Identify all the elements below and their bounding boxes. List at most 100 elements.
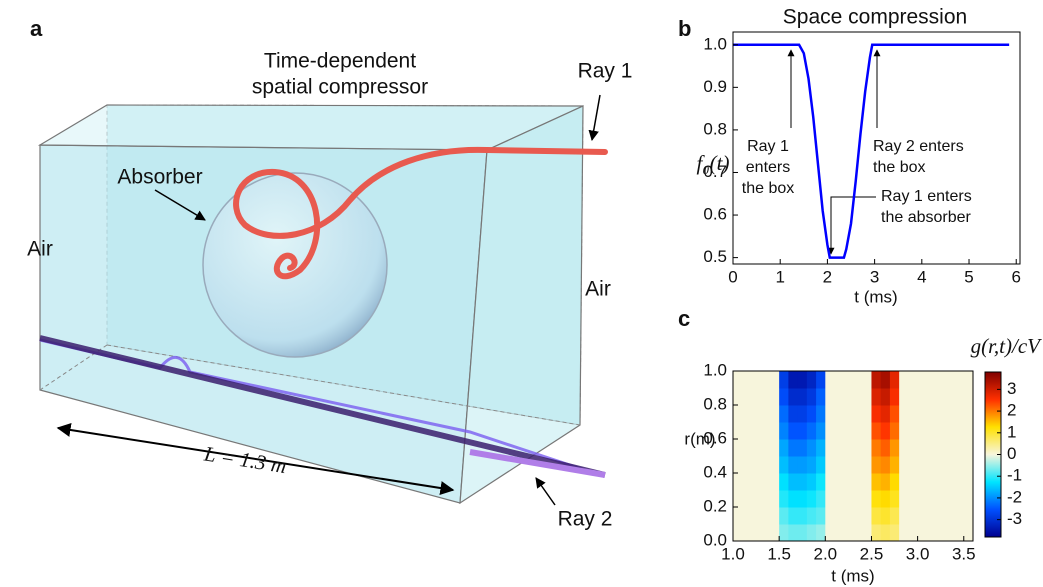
heatmap-cell (733, 524, 780, 542)
heatmap-cell (733, 422, 780, 440)
heatmap-cell (899, 405, 974, 423)
heatmap-cell (816, 439, 826, 457)
heatmap-cell (779, 490, 789, 508)
heatmap-cell (825, 405, 872, 423)
heatmap-cell (889, 439, 900, 457)
x-tick-label: 2 (823, 267, 832, 286)
panel-letter: b (678, 16, 691, 41)
heatmap-cell (733, 490, 780, 508)
heatmap-cell (797, 473, 808, 491)
y-tick-label: 1.0 (703, 360, 727, 379)
x-tick-label: 4 (917, 267, 926, 286)
y-tick-label: 0.9 (703, 77, 727, 96)
label: Air (585, 278, 611, 301)
heatmap-cell (816, 456, 826, 474)
heatmap-cell (871, 524, 882, 542)
heatmap-cell (899, 371, 974, 389)
colorbar-tick-label: -2 (1007, 487, 1022, 506)
label: Ray 2 (558, 508, 613, 531)
heatmap-cell (889, 524, 900, 542)
y-axis-label: r(m) (684, 429, 715, 448)
y-tick-label: 0.4 (703, 462, 727, 481)
heatmap-cell (880, 473, 891, 491)
heatmap-cell (779, 405, 789, 423)
y-tick-label: 0.8 (703, 394, 727, 413)
y-tick-label: 0.7 (703, 162, 727, 181)
heatmap-cell (806, 524, 817, 542)
heatmap-cell (825, 490, 872, 508)
heatmap-cell (733, 439, 780, 457)
illustration (37, 94, 608, 506)
heatmap-cell (806, 405, 817, 423)
heatmap-cell (816, 473, 826, 491)
heatmap-cell (797, 371, 808, 389)
plot-frame (732, 370, 974, 542)
heatmap-cell (889, 371, 900, 389)
chart-title: Space compression (783, 6, 967, 29)
heatmap-cell (899, 524, 974, 542)
heatmap-cell (816, 422, 826, 440)
heatmap-cell (871, 456, 882, 474)
heatmap-cell (899, 422, 974, 440)
heatmap-cell (825, 524, 872, 542)
heatmap-cell (779, 473, 789, 491)
colorbar-tick-label: 0 (1007, 444, 1016, 463)
heatmap-cell (779, 422, 789, 440)
heatmap-cell (880, 456, 891, 474)
x-tick-label: 1.5 (767, 544, 791, 563)
heatmap-cell (871, 507, 882, 525)
heatmap-cell (825, 422, 872, 440)
heatmap-cell (880, 507, 891, 525)
heatmap-cell (779, 507, 789, 525)
heatmap-cell (871, 371, 882, 389)
annotation: the box (742, 180, 794, 197)
heatmap-cell (825, 473, 872, 491)
x-tick-label: 0 (728, 267, 737, 286)
heatmap-cell (806, 371, 817, 389)
colorbar-tick-label: -1 (1007, 466, 1022, 485)
colorbar-tick-label: -3 (1007, 509, 1022, 528)
heatmap-cell (825, 439, 872, 457)
heatmap-cell (889, 456, 900, 474)
heatmap-cell (880, 371, 891, 389)
heatmap-cell (797, 422, 808, 440)
x-tick-label: 2.5 (860, 544, 884, 563)
heatmap-cell (806, 422, 817, 440)
annotation-arrow (827, 196, 876, 255)
annotation: the absorber (881, 209, 972, 226)
heatmap-cell (880, 388, 891, 406)
heatmap-cell (733, 507, 780, 525)
heatmap-cell (889, 405, 900, 423)
line (733, 43, 1010, 259)
y-tick-label: 0.6 (703, 428, 727, 447)
x-tick-label: 3.5 (952, 544, 976, 563)
heatmap-cell (733, 456, 780, 474)
x-tick-label: 1 (775, 267, 784, 286)
heatmap-cell (816, 507, 826, 525)
plot-frame (732, 31, 1021, 265)
x-tick-label: 5 (964, 267, 973, 286)
heatmap-cell (788, 439, 799, 457)
colorbar-tick-label: 3 (1007, 379, 1016, 398)
heatmap-cell (880, 524, 891, 542)
heatmap-cell (779, 524, 789, 542)
heatmap-cell (779, 388, 789, 406)
heatmap-cell (806, 473, 817, 491)
heatmap-cell (788, 405, 799, 423)
heatmap-cell (899, 388, 974, 406)
panel-letter: a (30, 16, 43, 41)
heatmap-cell (788, 524, 799, 542)
heatmap-cell (871, 405, 882, 423)
colorbar-tick-label: 1 (1007, 422, 1016, 441)
heatmap-cell (816, 405, 826, 423)
panel-letter: c (678, 306, 690, 331)
heatmap-cell (871, 439, 882, 457)
heatmap-cell (797, 456, 808, 474)
heatmap-cell (899, 456, 974, 474)
heatmap-cell (788, 456, 799, 474)
heatmap-cell (797, 490, 808, 508)
annotation: Ray 1 (747, 138, 789, 155)
heatmap-cell (733, 371, 780, 389)
heatmap-cell (899, 439, 974, 457)
heatmap-cell (871, 422, 882, 440)
